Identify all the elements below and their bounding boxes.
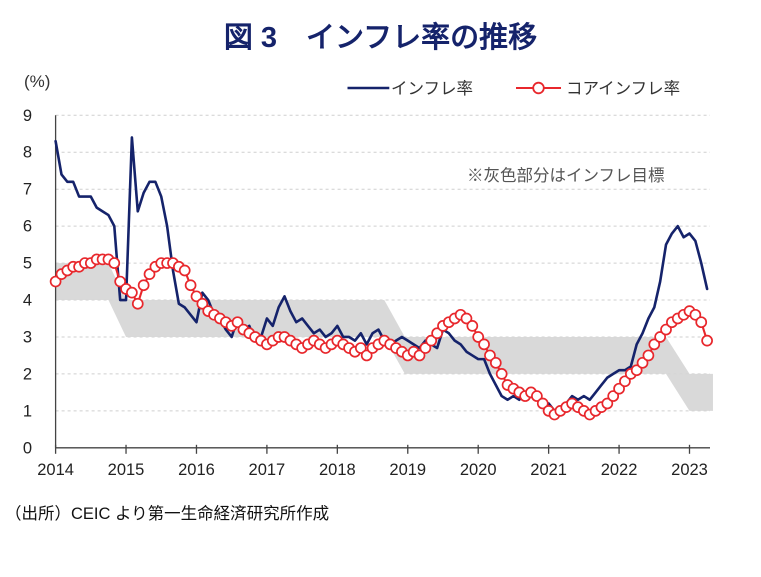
svg-text:2016: 2016 — [178, 461, 215, 479]
svg-text:2020: 2020 — [460, 461, 497, 479]
svg-text:6: 6 — [23, 218, 32, 236]
svg-text:インフレ率: インフレ率 — [391, 79, 473, 98]
svg-text:2021: 2021 — [530, 461, 567, 479]
svg-text:3: 3 — [23, 328, 32, 346]
svg-text:2018: 2018 — [319, 461, 356, 479]
svg-text:0: 0 — [23, 439, 32, 457]
svg-text:2017: 2017 — [249, 461, 286, 479]
svg-text:2023: 2023 — [671, 461, 708, 479]
svg-text:2015: 2015 — [108, 461, 145, 479]
svg-text:コアインフレ率: コアインフレ率 — [566, 79, 680, 98]
svg-text:9: 9 — [23, 107, 32, 125]
svg-text:7: 7 — [23, 181, 32, 199]
svg-text:8: 8 — [23, 144, 32, 162]
svg-text:5: 5 — [23, 255, 32, 273]
svg-text:2: 2 — [23, 365, 32, 383]
svg-text:4: 4 — [23, 292, 32, 310]
svg-text:2019: 2019 — [389, 461, 426, 479]
svg-text:2022: 2022 — [601, 461, 638, 479]
svg-text:1: 1 — [23, 402, 32, 420]
svg-text:2014: 2014 — [37, 461, 74, 479]
